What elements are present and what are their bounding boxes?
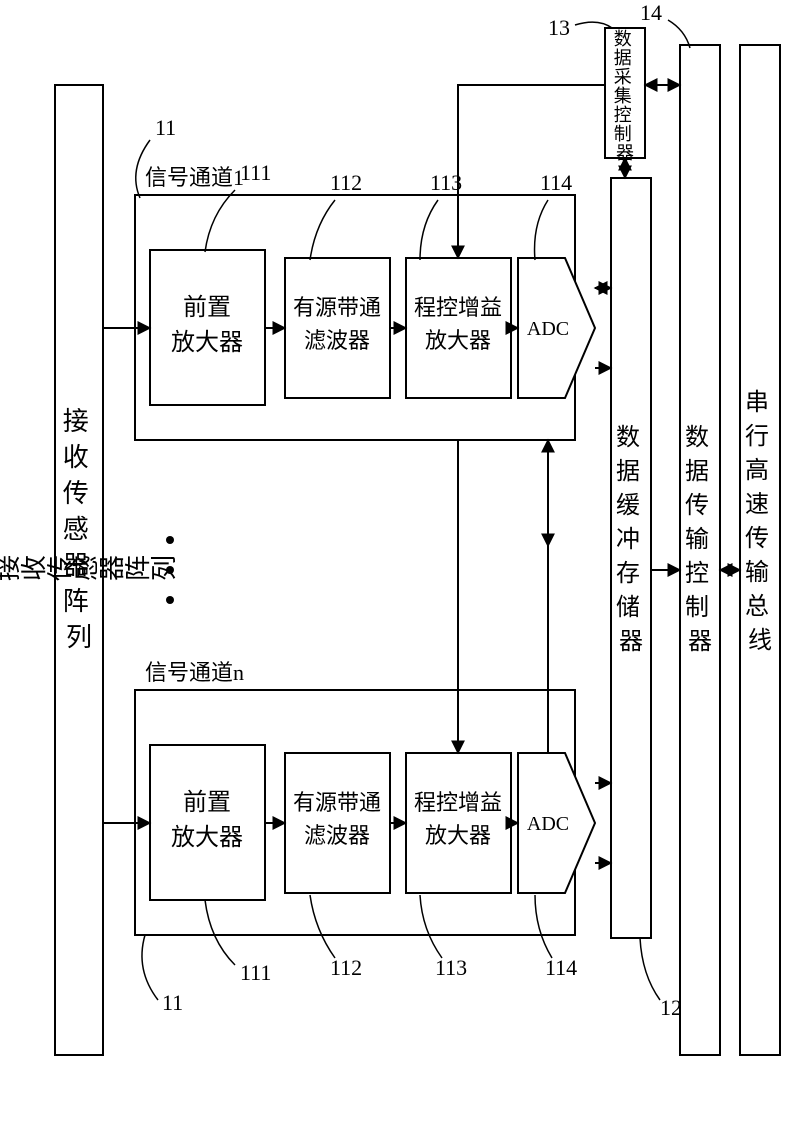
ref-11b: 11 xyxy=(162,990,183,1015)
diagram-canvas: 接收传感器阵列 接 收 传 感 器 阵 列 信号通道1 前置 放大器 有源带通 … xyxy=(0,0,800,1137)
svg-text:放大器: 放大器 xyxy=(425,328,491,353)
buffer-box xyxy=(611,178,651,938)
channel-n-group: 信号通道n 前置 放大器 有源带通 滤波器 程控增益 放大器 ADC xyxy=(135,660,595,935)
ref-114b: 114 xyxy=(545,955,577,980)
ref-13: 13 xyxy=(548,15,570,40)
svg-text:有源带通: 有源带通 xyxy=(293,790,381,815)
ref-112a: 112 xyxy=(330,170,362,195)
svg-text:放大器: 放大器 xyxy=(171,329,243,356)
ref-11a: 11 xyxy=(155,115,176,140)
channel-1-group: 信号通道1 前置 放大器 有源带通 滤波器 程控增益 放大器 ADC xyxy=(135,165,595,440)
ref-111a: 111 xyxy=(240,160,271,185)
svg-text:接 收 传 感 器: 接 收 传 感 器 阵 列 xyxy=(63,407,96,652)
svg-text:数 据 缓 冲 存: 数 据 缓 冲 存 储 器 xyxy=(616,424,646,655)
svg-text:数 据 传 输 控: 数 据 传 输 控 制 器 xyxy=(685,424,715,655)
ref-111b: 111 xyxy=(240,960,271,985)
svg-text:滤波器: 滤波器 xyxy=(304,328,370,353)
svg-text:有源带通: 有源带通 xyxy=(293,295,381,320)
svg-text:程控增益: 程控增益 xyxy=(414,790,502,815)
svg-text:滤波器: 滤波器 xyxy=(304,823,370,848)
svg-text:ADC: ADC xyxy=(527,813,569,835)
ref-112b: 112 xyxy=(330,955,362,980)
svg-text:ADC: ADC xyxy=(527,318,569,340)
ref-113b: 113 xyxy=(435,955,467,980)
ref-114a: 114 xyxy=(540,170,572,195)
channel-n-label: 信号通道n xyxy=(145,660,244,685)
svg-text:前置: 前置 xyxy=(183,789,231,816)
svg-text:程控增益: 程控增益 xyxy=(414,295,502,320)
channel-1-label: 信号通道1 xyxy=(145,165,244,190)
ref-14: 14 xyxy=(640,0,662,25)
svg-text:数 据 采 集 控: 数 据 采 集 控 制 器 xyxy=(614,29,637,163)
svg-text:放大器: 放大器 xyxy=(171,824,243,851)
svg-text:放大器: 放大器 xyxy=(425,823,491,848)
ref-12: 12 xyxy=(660,995,682,1020)
svg-text:前置: 前置 xyxy=(183,294,231,321)
